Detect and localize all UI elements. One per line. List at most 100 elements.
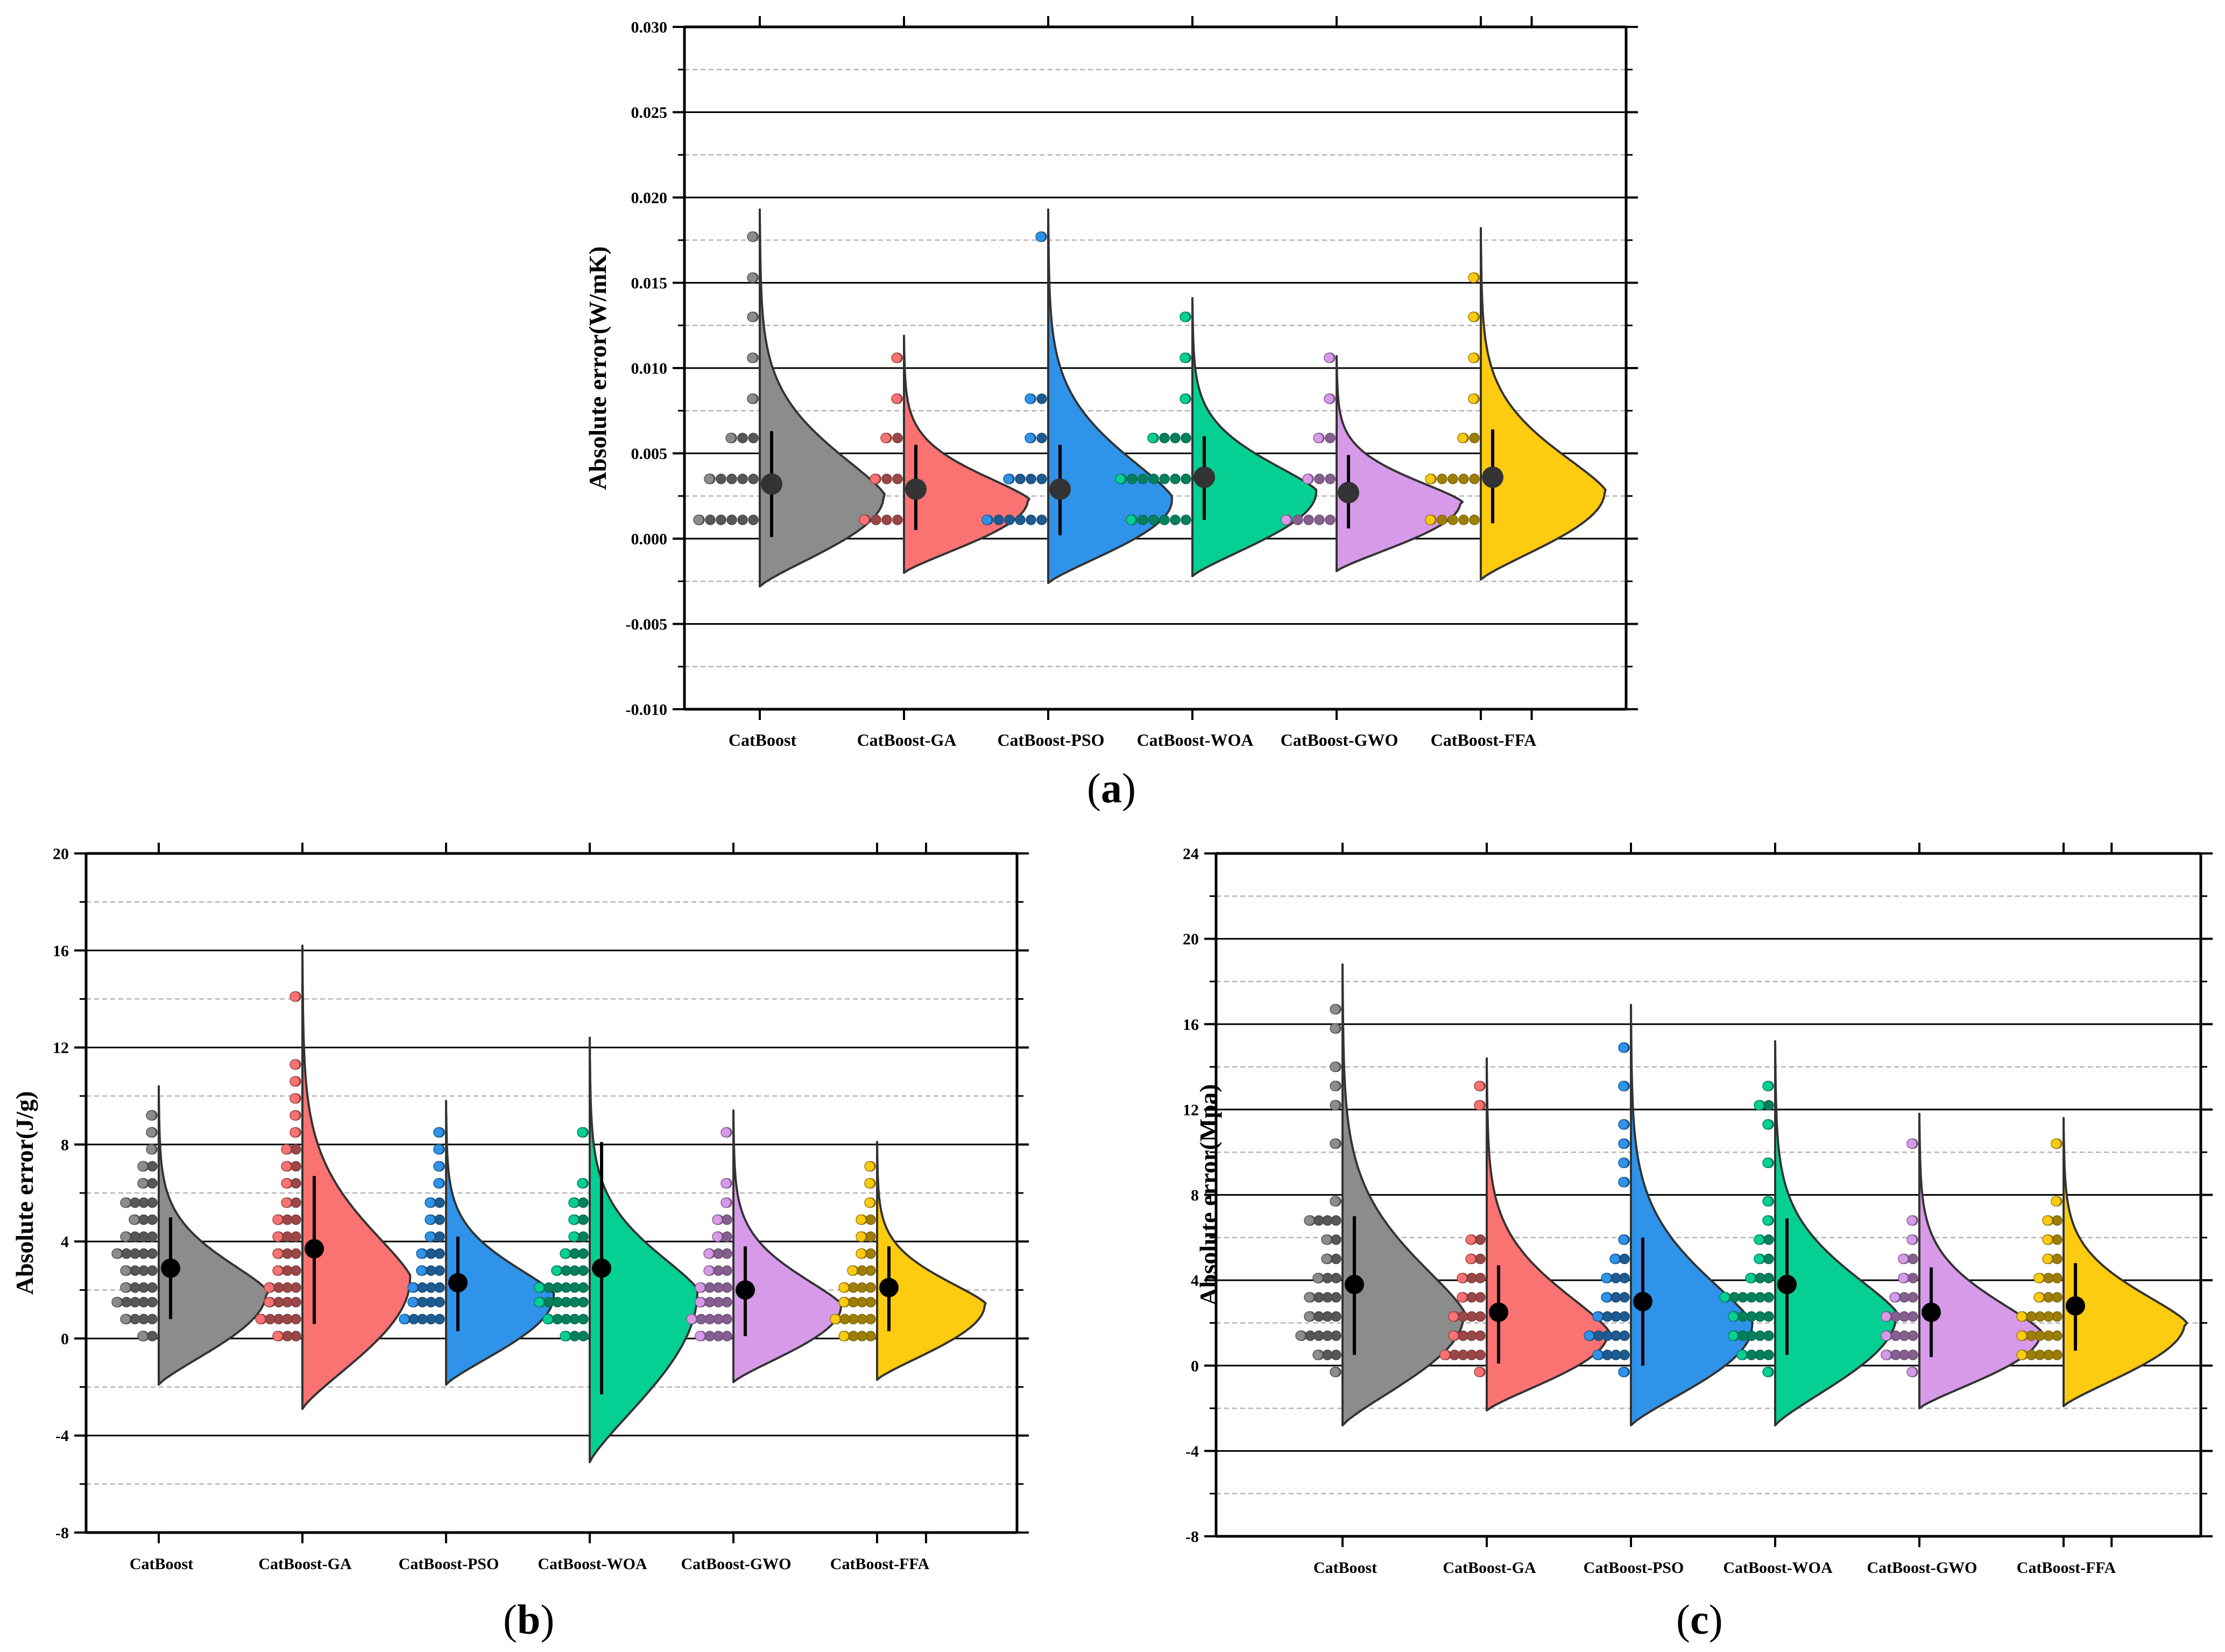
data-point (1330, 1138, 1340, 1149)
series-CatBoost-PSO (981, 208, 1173, 584)
data-point (425, 1214, 435, 1225)
data-point (1159, 474, 1170, 484)
data-point (1181, 474, 1191, 484)
data-point (120, 1197, 131, 1208)
data-point (1618, 1042, 1629, 1053)
data-point (272, 1331, 283, 1342)
data-point (712, 1214, 723, 1225)
data-point (1314, 514, 1325, 525)
data-point (1474, 1366, 1485, 1378)
data-point (433, 1161, 444, 1172)
series-CatBoost-FFA (2016, 1117, 2188, 1408)
data-point (2033, 1292, 2044, 1303)
series-CatBoost-GWO (1881, 1112, 2044, 1410)
data-point (695, 1282, 705, 1293)
data-point (1728, 1311, 1739, 1322)
data-point (1115, 474, 1126, 484)
data-point (1292, 514, 1303, 525)
mean-point-CatBoost-PSO (1049, 478, 1071, 500)
mean-point-CatBoost-PSO (448, 1273, 468, 1293)
y-tick-label: 12 (1183, 1101, 1199, 1119)
mean-point-CatBoost-GA (305, 1239, 324, 1259)
violin-CatBoost-PSO (1047, 208, 1173, 584)
data-point (560, 1331, 570, 1342)
data-point (1762, 1215, 1773, 1226)
data-point (2033, 1273, 2044, 1283)
data-point (137, 1331, 148, 1342)
data-point (695, 1297, 705, 1308)
data-point (129, 1214, 139, 1225)
data-point (289, 1127, 300, 1138)
data-point (705, 514, 716, 525)
data-point (1468, 312, 1479, 322)
data-point (1468, 272, 1479, 283)
violin-CatBoost-WOA (589, 1036, 698, 1464)
data-point (1474, 1100, 1485, 1111)
data-point (1330, 1100, 1340, 1111)
chart-panel-a: -0.010 -0.005 0.000 0.005 0.010 0.015 0.020 0.0… (584, 16, 1638, 750)
data-point (1448, 1330, 1459, 1341)
data-point (255, 1314, 266, 1325)
data-point (2016, 1330, 2027, 1341)
data-point (1458, 474, 1469, 484)
data-point (1159, 514, 1170, 525)
series-CatBoost (111, 1085, 270, 1386)
violin-CatBoost-GWO (732, 1109, 843, 1383)
data-point (1719, 1292, 1730, 1303)
x-category-label: CatBoost-FFA (2017, 1559, 2116, 1577)
x-category-label: CatBoost-GA (857, 730, 957, 750)
y-tick-label: 0.005 (631, 445, 668, 463)
series-CatBoost-PSO (1584, 1004, 1754, 1427)
x-category-label: CatBoost-WOA (1137, 730, 1254, 750)
series-CatBoost (693, 208, 886, 588)
violin-CatBoost-GWO (1918, 1112, 2044, 1410)
data-point (1314, 474, 1325, 484)
data-point (1321, 1234, 1332, 1245)
data-point (1170, 474, 1181, 484)
data-point (399, 1314, 409, 1325)
data-point (747, 272, 758, 283)
series-CatBoost-PSO (399, 1099, 555, 1386)
data-point (1425, 514, 1436, 525)
x-category-label: CatBoost-GA (1443, 1559, 1536, 1577)
x-category-label: CatBoost-FFA (1431, 730, 1537, 750)
plot-area (693, 208, 1607, 588)
chart-panel-c: -8 -4 0 4 8 12 16 20 24 CatBoost CatBoost-GA CatBoo… (1183, 843, 2213, 1577)
data-point (1439, 1350, 1450, 1360)
data-point (1754, 1234, 1764, 1245)
violin-CatBoost-GA (1486, 1057, 1611, 1412)
data-point (1898, 1273, 1909, 1283)
y-tick-label: -0.010 (626, 701, 668, 719)
y-tick-label: 12 (53, 1039, 69, 1057)
data-point (1003, 474, 1014, 484)
data-point (1170, 433, 1181, 443)
data-point (721, 1127, 731, 1138)
data-point (2016, 1350, 2027, 1360)
data-point (1179, 312, 1190, 322)
y-tick-label: 16 (1183, 1016, 1199, 1034)
data-point (1281, 514, 1291, 525)
y-tick-label: 20 (1183, 930, 1199, 948)
data-point (892, 433, 903, 443)
data-point (433, 1144, 444, 1155)
x-category-label: CatBoost-GWO (1867, 1559, 1977, 1577)
y-tick-label: 0.015 (631, 274, 668, 292)
data-point (1584, 1330, 1594, 1341)
data-point (1138, 474, 1148, 484)
data-point (1469, 514, 1480, 525)
data-point (120, 1231, 131, 1242)
data-point (1474, 1081, 1485, 1092)
data-point (747, 231, 758, 242)
data-point (747, 393, 758, 404)
data-point (748, 514, 759, 525)
y-tick-label: 16 (53, 942, 69, 960)
data-point (1618, 1366, 1629, 1378)
x-category-label: CatBoost-GWO (681, 1555, 792, 1573)
data-point (1728, 1330, 1739, 1341)
data-point (1592, 1350, 1603, 1360)
data-point (1468, 393, 1479, 404)
data-point (859, 514, 870, 525)
data-point (1313, 433, 1324, 443)
y-tick-label: 0.030 (631, 19, 668, 37)
violin-CatBoost-FFA (876, 1141, 987, 1381)
